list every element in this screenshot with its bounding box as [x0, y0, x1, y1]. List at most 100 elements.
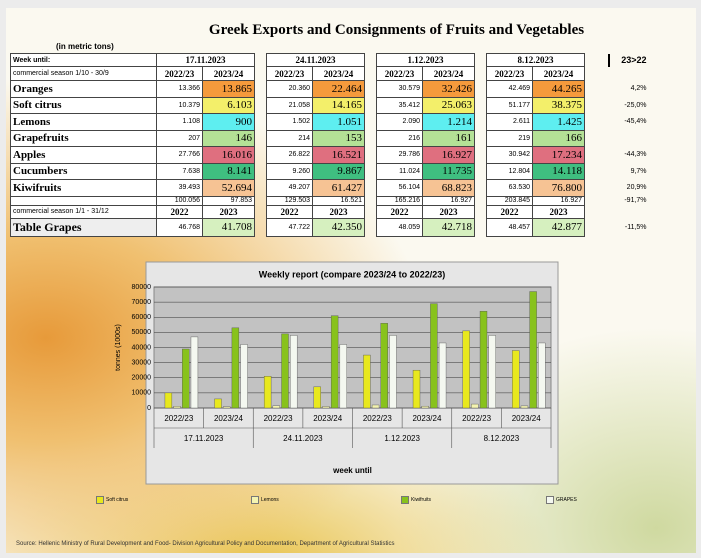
gap — [474, 163, 488, 180]
value-cell: 42.469 — [486, 80, 534, 98]
value-cell: 48.457 — [486, 217, 534, 237]
change-cell: -11,5% — [624, 223, 647, 231]
x-tick-label: 2023/24 — [214, 414, 243, 423]
bar — [231, 327, 240, 409]
value-cell: 29.786 — [376, 146, 424, 164]
gap — [364, 196, 378, 205]
bar — [529, 291, 537, 409]
week-header: 24.11.2023 — [266, 53, 366, 67]
value-cell: 30.942 — [486, 146, 534, 164]
row-label: Cucumbers — [10, 162, 157, 180]
gap — [254, 130, 268, 147]
legend-swatch — [251, 496, 259, 504]
x-tick-label: 2023/24 — [512, 414, 541, 423]
value-cell: 16.927 — [422, 146, 476, 164]
value-cell: 51.177 — [486, 96, 534, 114]
gap — [254, 66, 268, 81]
bar — [313, 386, 321, 409]
table-row: Lemons 1.108 900 1.502 1.051 2.090 1.214 2.611 1… — [10, 113, 649, 131]
season-header: 2023/24 — [201, 66, 256, 81]
value-cell: 214 — [266, 129, 314, 147]
gap — [364, 80, 378, 97]
value-cell: 207 — [156, 129, 203, 147]
source: Source: Hellenic Ministry of Rural Devel… — [16, 541, 395, 547]
value-cell: 16.521 — [312, 146, 366, 164]
gap — [364, 205, 378, 218]
x-tick-label: 2022/23 — [264, 414, 293, 423]
bar — [488, 335, 496, 409]
value-cell: 14.165 — [312, 96, 366, 114]
legend-swatch — [546, 496, 554, 504]
y-axis-label: tonnes (1000s) — [115, 324, 122, 371]
value-cell: 219 — [486, 129, 534, 147]
change-cell: -25,0% — [624, 101, 647, 109]
week-header: 1.12.2023 — [376, 53, 476, 67]
value-cell: 68.823 — [422, 179, 476, 197]
change-cell — [609, 205, 649, 218]
change-cell: 9,7% — [630, 167, 647, 175]
season-header: 2022/23 — [376, 66, 424, 81]
spacer — [585, 81, 609, 98]
season-header: 2023/24 — [312, 66, 366, 81]
blank — [10, 195, 157, 206]
gap — [364, 179, 378, 196]
value-cell: 161 — [422, 129, 476, 147]
value-cell: 38.375 — [532, 96, 586, 114]
value-cell: 11.735 — [422, 162, 476, 180]
bar — [182, 348, 190, 409]
bar — [164, 392, 173, 409]
total-cell: 16.927 — [422, 195, 476, 206]
value-cell: 1.051 — [312, 113, 366, 131]
gap — [254, 146, 268, 163]
bar — [173, 406, 181, 409]
table-row: Table Grapes 46.768 41.708 47.722 42.350 48.0… — [10, 217, 649, 237]
spacer — [585, 67, 609, 81]
value-cell: 44.265 — [532, 80, 586, 98]
gap — [364, 113, 378, 130]
total-cell: 97.853 — [201, 195, 256, 206]
group-label: 24.11.2023 — [283, 434, 323, 443]
value-cell: 27.766 — [156, 146, 203, 164]
gap — [254, 97, 268, 114]
bar — [240, 344, 248, 409]
value-cell: 56.104 — [376, 179, 424, 197]
bar — [330, 315, 339, 409]
legend-item: Kiwifruits — [401, 496, 431, 504]
y-tick-label: 50000 — [132, 329, 152, 336]
value-cell: 25.063 — [422, 96, 476, 114]
row-label: Table Grapes — [10, 217, 157, 237]
season-header: 2022 — [156, 204, 203, 219]
spacer — [585, 114, 609, 131]
spacer — [585, 196, 609, 205]
value-cell: 11.024 — [376, 162, 424, 180]
table-row: 100.056 97.853 129.503 16.521 165.216 16.927 2… — [10, 195, 649, 206]
value-cell: 35.412 — [376, 96, 424, 114]
legend-label: Kiwifruits — [411, 497, 432, 503]
season-label: commercial season 1/1 - 31/12 — [10, 204, 157, 219]
value-cell: 61.427 — [312, 179, 366, 197]
bar — [214, 398, 222, 409]
gap — [474, 196, 488, 205]
bar — [479, 311, 488, 409]
value-cell: 13.366 — [156, 80, 203, 98]
gap — [474, 205, 488, 218]
total-cell: 100.056 — [156, 195, 203, 206]
row-label: Grapefruits — [10, 129, 157, 147]
value-cell: 1.108 — [156, 113, 203, 131]
gap — [254, 196, 268, 205]
gap — [254, 113, 268, 130]
group-label: 1.12.2023 — [384, 434, 420, 443]
legend-swatch — [96, 496, 104, 504]
bar — [190, 336, 199, 409]
spacer — [585, 130, 609, 147]
change-cell: -91,7% — [624, 197, 647, 204]
table-row: Oranges 13.366 13.865 20.360 22.464 30.579 32.… — [10, 80, 649, 98]
value-cell: 76.800 — [532, 179, 586, 197]
bar — [363, 354, 371, 409]
change-cell — [609, 67, 649, 81]
value-cell: 1.502 — [266, 113, 314, 131]
row-label: Apples — [10, 146, 157, 164]
bar — [263, 376, 272, 409]
week-header: 17.11.2023 — [155, 53, 256, 67]
